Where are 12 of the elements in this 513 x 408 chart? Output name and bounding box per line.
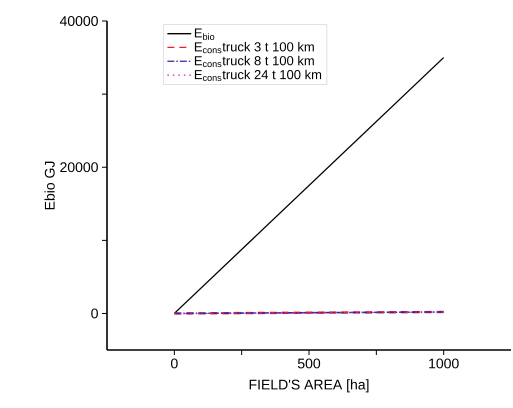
x-tick-label: 0 [170,358,178,368]
x-tick-label: 500 [298,358,320,368]
y-tick-label: 20000 [60,162,98,172]
legend-label: E$_{bio}$ [194,28,214,40]
y-tick-label: 0 [91,308,98,318]
y-axis-title: Ebio GJ [44,162,55,210]
legend-label: E$_{cons}$truck 3 t 100 km [194,42,314,54]
y-tick-label: 40000 [60,16,98,26]
x-axis-title: FIELD'S AREA [ha] [250,379,368,392]
x-tick-label: 1000 [429,358,459,368]
legend-label: E$_{cons}$truck 24 t 100 km [194,70,322,82]
legend-label: E$_{cons}$truck 8 t 100 km [194,56,314,68]
